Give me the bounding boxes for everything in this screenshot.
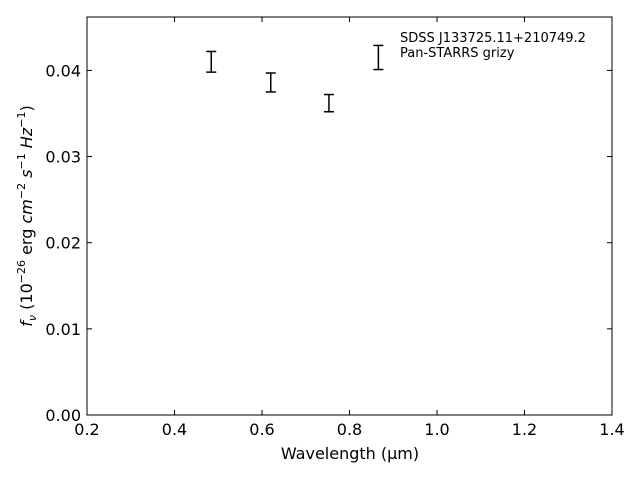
- x-tick-label: 1.2: [512, 420, 537, 439]
- y-tick-label: 0.04: [45, 61, 81, 80]
- plot-area-frame: [86, 16, 613, 416]
- y-axis-label: fν (10−26 erg cm−2 s−1 Hz−1): [15, 105, 39, 326]
- y-axis-ticks: 0.00 0.01 0.02 0.03 0.04: [45, 61, 612, 425]
- data-points: [206, 44, 384, 113]
- x-tick-label: 0.2: [74, 420, 99, 439]
- y-tick-label: 0.00: [45, 406, 81, 425]
- legend: SDSS J133725.11+210749.2 Pan-STARRS griz…: [400, 31, 586, 61]
- x-tick-label: 0.8: [337, 420, 362, 439]
- x-axis-ticks: 0.2 0.4 0.6 0.8 1.0 1.2 1.4: [74, 17, 625, 439]
- errorbar-point: [373, 44, 384, 71]
- x-tick-label: 1.4: [599, 420, 624, 439]
- errorbar-point: [265, 72, 276, 93]
- x-tick-label: 1.0: [424, 420, 449, 439]
- legend-line-1: SDSS J133725.11+210749.2: [400, 31, 586, 46]
- errorbar-point: [323, 93, 334, 113]
- y-tick-label: 0.01: [45, 320, 81, 339]
- y-tick-label: 0.03: [45, 148, 81, 167]
- x-tick-label: 0.6: [249, 420, 274, 439]
- y-tick-label: 0.02: [45, 234, 81, 253]
- legend-line-2: Pan-STARRS grizy: [400, 46, 515, 61]
- x-axis-label: Wavelength (μm): [281, 444, 419, 463]
- errorbar-point: [206, 50, 217, 73]
- x-tick-label: 0.4: [162, 420, 187, 439]
